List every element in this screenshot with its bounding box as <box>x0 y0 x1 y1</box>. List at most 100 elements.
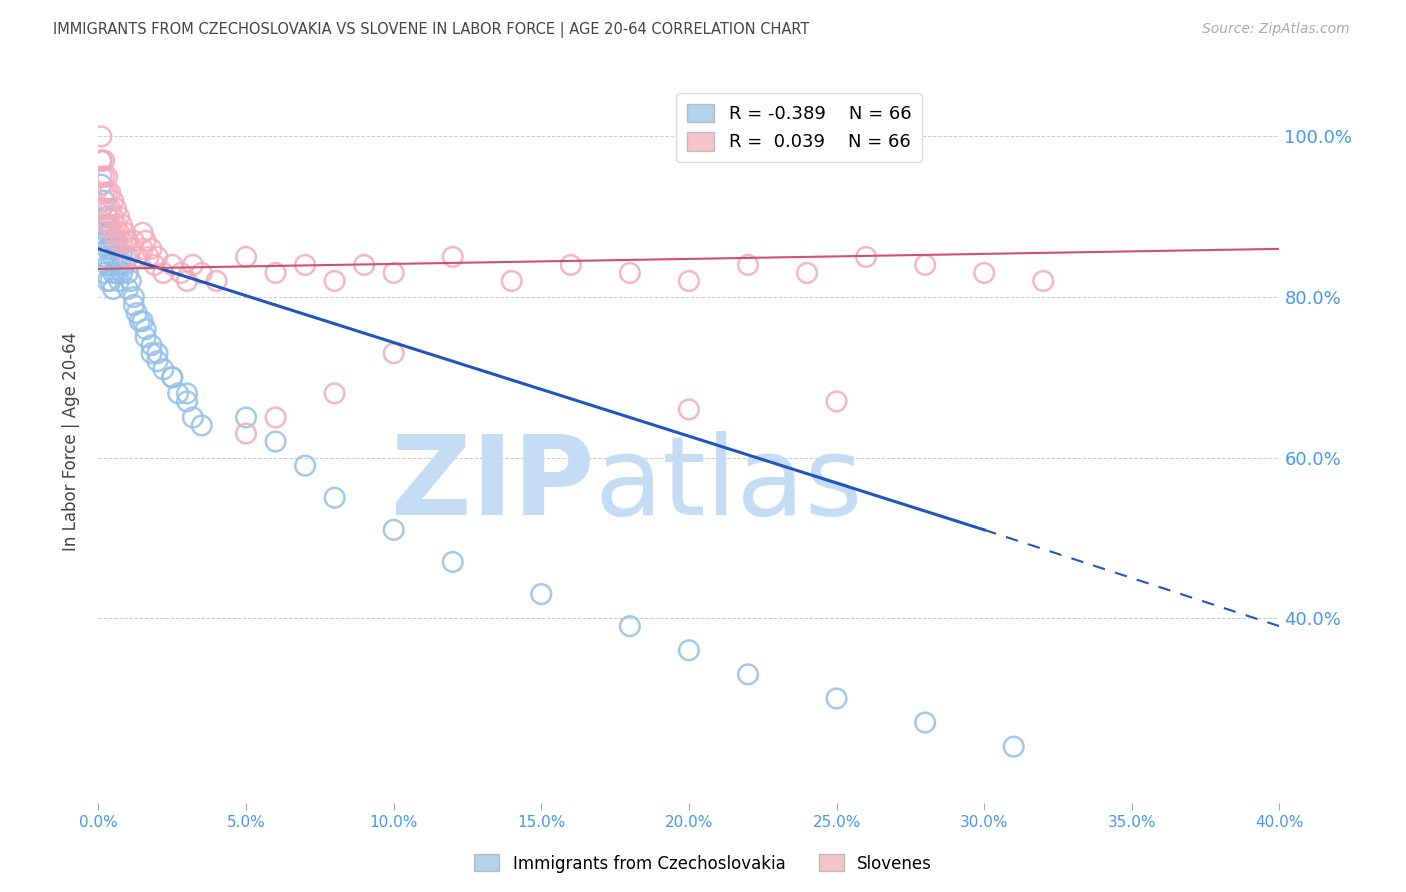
Point <box>90 169 112 184</box>
Point <box>382 266 405 280</box>
Point <box>353 258 375 272</box>
Point <box>323 274 346 288</box>
Point <box>96 186 118 200</box>
Point <box>114 258 136 272</box>
Point <box>128 314 150 328</box>
Point <box>93 266 115 280</box>
Point <box>120 242 142 256</box>
Point <box>678 274 700 288</box>
Point <box>93 186 115 200</box>
Point <box>105 218 128 232</box>
Point <box>122 290 145 304</box>
Point <box>162 370 183 384</box>
Point <box>117 250 139 264</box>
Point <box>105 234 128 248</box>
Point <box>146 354 169 368</box>
Point <box>132 314 155 328</box>
Point <box>96 274 118 288</box>
Point <box>135 322 157 336</box>
Point <box>103 194 125 208</box>
Point <box>122 234 145 248</box>
Point <box>98 242 121 256</box>
Point <box>105 202 128 216</box>
Legend: Immigrants from Czechoslovakia, Slovenes: Immigrants from Czechoslovakia, Slovenes <box>468 847 938 880</box>
Point <box>146 346 169 360</box>
Point <box>103 234 125 248</box>
Point <box>90 129 112 144</box>
Point <box>1002 739 1025 754</box>
Point <box>111 266 134 280</box>
Y-axis label: In Labor Force | Age 20-64: In Labor Force | Age 20-64 <box>62 332 80 551</box>
Point <box>108 274 131 288</box>
Point <box>114 226 136 240</box>
Point <box>167 386 190 401</box>
Point <box>152 266 174 280</box>
Point <box>855 250 877 264</box>
Point <box>93 169 115 184</box>
Point <box>1032 274 1054 288</box>
Point <box>120 274 142 288</box>
Point <box>678 643 700 657</box>
Point <box>176 386 198 401</box>
Point <box>117 282 139 296</box>
Point <box>98 258 121 272</box>
Point <box>98 218 121 232</box>
Legend: R = -0.389    N = 66, R =  0.039    N = 66: R = -0.389 N = 66, R = 0.039 N = 66 <box>676 93 922 162</box>
Point <box>441 250 464 264</box>
Point <box>235 410 257 425</box>
Point <box>176 274 198 288</box>
Point <box>96 218 118 232</box>
Point <box>125 250 148 264</box>
Point <box>117 234 139 248</box>
Point <box>117 266 139 280</box>
Point <box>678 402 700 417</box>
Point <box>825 691 848 706</box>
Point <box>103 282 125 296</box>
Point <box>501 274 523 288</box>
Point <box>530 587 553 601</box>
Point <box>914 258 936 272</box>
Point <box>111 234 134 248</box>
Point <box>108 242 131 256</box>
Point <box>138 250 160 264</box>
Point <box>152 362 174 376</box>
Point <box>162 258 183 272</box>
Point <box>235 426 257 441</box>
Point <box>264 410 287 425</box>
Point <box>191 266 214 280</box>
Point <box>264 266 287 280</box>
Point <box>103 226 125 240</box>
Point <box>93 194 115 208</box>
Point <box>96 258 118 272</box>
Point <box>737 667 759 681</box>
Point <box>382 523 405 537</box>
Point <box>93 234 115 248</box>
Point <box>146 250 169 264</box>
Point <box>141 338 163 352</box>
Point <box>93 153 115 168</box>
Text: ZIP: ZIP <box>391 432 595 539</box>
Point <box>141 242 163 256</box>
Point <box>90 178 112 192</box>
Point <box>90 226 112 240</box>
Point <box>191 418 214 433</box>
Point <box>235 250 257 264</box>
Point <box>825 394 848 409</box>
Point <box>98 274 121 288</box>
Point <box>264 434 287 449</box>
Point <box>141 346 163 360</box>
Point <box>162 370 183 384</box>
Point <box>111 250 134 264</box>
Text: IMMIGRANTS FROM CZECHOSLOVAKIA VS SLOVENE IN LABOR FORCE | AGE 20-64 CORRELATION: IMMIGRANTS FROM CZECHOSLOVAKIA VS SLOVEN… <box>53 22 810 38</box>
Point <box>105 234 128 248</box>
Point <box>323 491 346 505</box>
Point <box>105 266 128 280</box>
Point <box>125 306 148 320</box>
Point <box>103 266 125 280</box>
Point <box>96 169 118 184</box>
Point <box>143 258 166 272</box>
Point <box>132 242 155 256</box>
Point <box>796 266 818 280</box>
Point <box>108 210 131 224</box>
Point <box>96 226 118 240</box>
